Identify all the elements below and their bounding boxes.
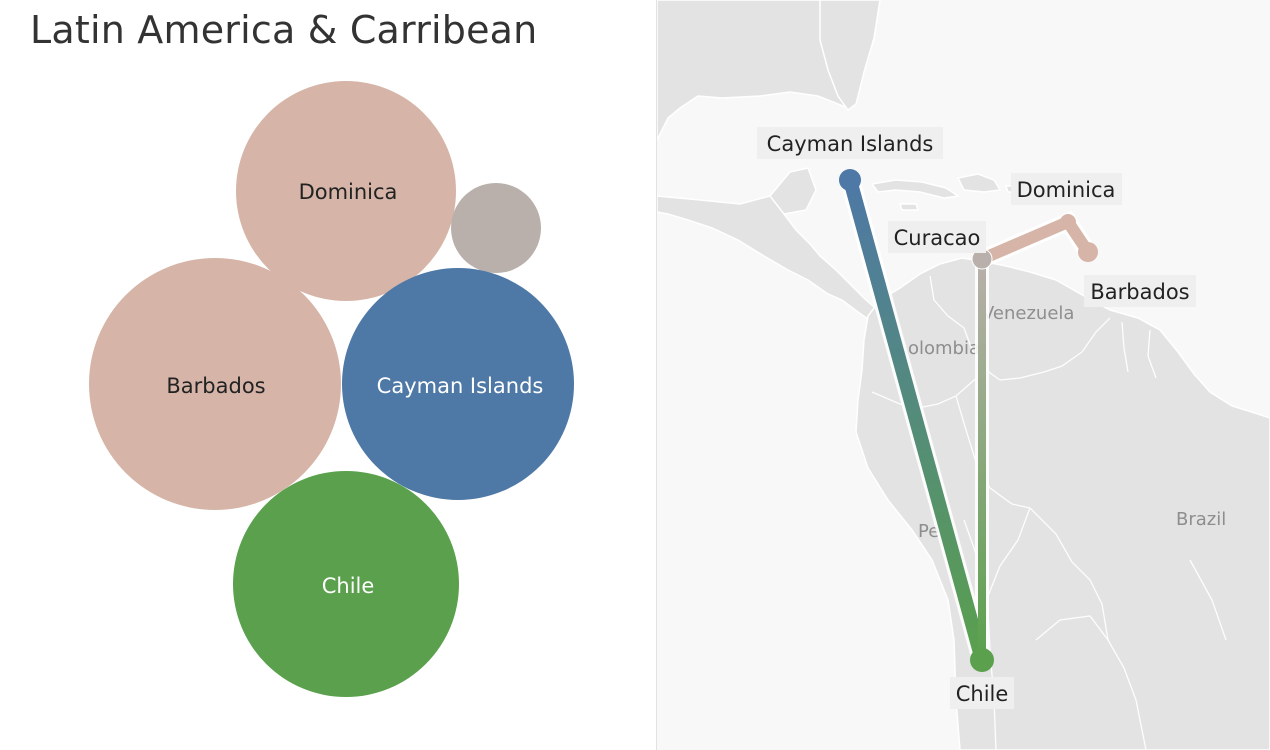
label-bg-chile <box>950 677 1014 709</box>
land-hispaniola <box>956 173 1002 193</box>
route-label-barbados: Barbados <box>1090 280 1189 304</box>
map-land <box>657 0 1270 750</box>
route-cayman-islands-chile[interactable] <box>843 173 989 667</box>
panel-divider <box>656 0 657 750</box>
country-labels: Venezuela olombia Pe Brazil <box>908 303 1226 542</box>
label-bg-curacao <box>888 221 986 253</box>
land-yucatan <box>769 167 817 215</box>
land-jamaica <box>898 203 920 211</box>
route-map[interactable]: Venezuela olombia Pe Brazil <box>657 0 1270 750</box>
label-bg-barbados <box>1084 275 1196 307</box>
country-label-venezuela: Venezuela <box>982 303 1074 324</box>
route-label-dominica: Dominica <box>1017 178 1116 202</box>
bubble-chile-circle[interactable] <box>233 471 459 697</box>
bubble-curacao-circle[interactable] <box>451 183 541 273</box>
route-map-panel[interactable]: Venezuela olombia Pe Brazil <box>657 0 1270 750</box>
endpoint-barbados[interactable] <box>1078 242 1098 262</box>
route-endpoints <box>839 169 1098 672</box>
route-label-curacao: Curacao <box>894 226 981 250</box>
label-bg-cayman-islands <box>757 127 943 159</box>
route-label-cayman-islands: Cayman Islands <box>767 132 934 156</box>
endpoint-dominica[interactable] <box>1060 214 1076 230</box>
bubble-cayman-islands[interactable]: Cayman Islands <box>342 268 574 500</box>
endpoint-cayman-islands[interactable] <box>839 169 861 191</box>
land-cuba <box>870 179 961 199</box>
bubble-chile[interactable]: Chile <box>233 471 459 697</box>
land-florida-peninsula <box>819 0 881 112</box>
bubble-chile-label: Chile <box>322 574 375 598</box>
bubble-cayman-islands-circle[interactable] <box>342 268 574 500</box>
route-labels: Cayman Islands Dominica Curacao Barbados… <box>757 127 1196 709</box>
bubble-dominica[interactable]: Dominica <box>236 81 456 301</box>
chart-title: Latin America & Carribean <box>30 8 538 52</box>
packed-bubble-chart: Dominica Barbados Cayman Islands Chile <box>89 81 574 697</box>
bubble-cayman-islands-label: Cayman Islands <box>377 374 544 398</box>
country-label-brazil: Brazil <box>1176 509 1226 530</box>
route-label-chile: Chile <box>956 682 1009 706</box>
bubble-barbados[interactable]: Barbados <box>89 258 341 510</box>
bubble-dominica-circle[interactable] <box>236 81 456 301</box>
bubble-chart-panel: Latin America & Carribean Dominica Barba… <box>30 8 574 697</box>
bubble-barbados-circle[interactable] <box>89 258 341 510</box>
bubble-barbados-label: Barbados <box>166 374 265 398</box>
country-label-colombia: olombia <box>908 338 980 359</box>
country-label-peru: Pe <box>918 521 939 542</box>
label-bg-dominica <box>1011 173 1122 205</box>
endpoint-chile[interactable] <box>970 648 994 672</box>
bubble-dominica-label: Dominica <box>299 180 398 204</box>
bubble-curacao[interactable] <box>451 183 541 273</box>
